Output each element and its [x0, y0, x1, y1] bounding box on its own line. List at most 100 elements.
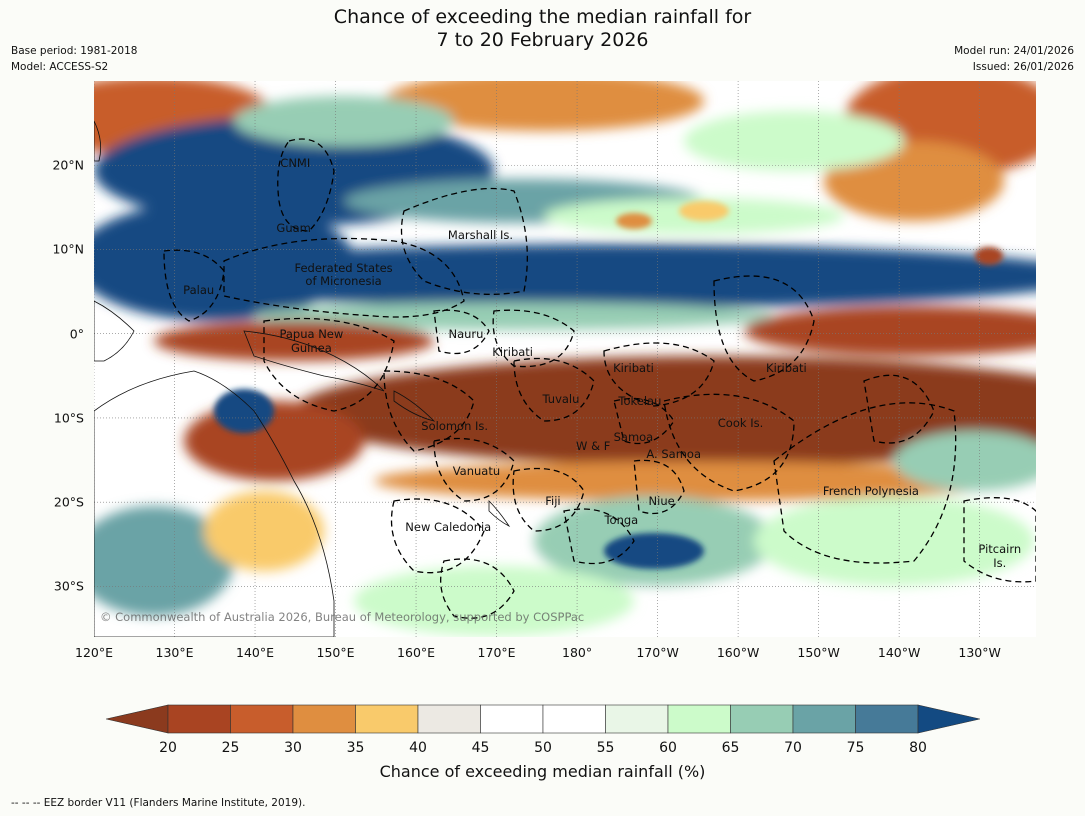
- colorbar-tick-label: 55: [596, 740, 615, 756]
- chart-title: Chance of exceeding the median rainfall …: [0, 6, 1085, 52]
- y-tick-label: 20°S: [53, 494, 84, 510]
- colorbar-bin: [730, 704, 794, 734]
- colorbar-bin: [355, 704, 419, 734]
- colorbar-low-extend: [105, 704, 169, 734]
- colorbar-tick-label: 75: [846, 740, 865, 756]
- field-southeast-green: [754, 496, 1034, 586]
- eez-kiribati-line: [713, 275, 815, 382]
- colorbar-title: Chance of exceeding median rainfall (%): [379, 762, 706, 781]
- eez-solomon: [383, 370, 475, 452]
- eez-marquesas: [863, 374, 935, 444]
- y-tick-label: 20°N: [52, 157, 84, 173]
- eez-nauru: [433, 309, 490, 355]
- x-tick-label: 160°W: [716, 645, 760, 660]
- eez-footnote: -- -- -- EEZ border V11 (Flanders Marine…: [11, 797, 306, 809]
- x-tick-label: 130°E: [155, 645, 194, 660]
- eez-tonga: [563, 508, 635, 565]
- probability-field-detail: [214, 201, 1003, 569]
- colorbar-tick-label: 65: [721, 740, 740, 756]
- field-main-blue-band: [134, 244, 1036, 308]
- x-tick-label: 150°E: [316, 645, 355, 660]
- x-tick-label: 150°W: [797, 645, 840, 660]
- eez-new-caledonia: [390, 498, 485, 574]
- eez-niue: [633, 459, 685, 515]
- colorbar-svg: [105, 704, 981, 734]
- probability-field: [94, 81, 1036, 636]
- field-south-orange: [374, 461, 1014, 501]
- eez-cook-islands: [663, 393, 795, 492]
- colorbar-bin: [855, 704, 919, 734]
- base-period-text: Base period: 1981-2018: [11, 45, 138, 57]
- taiwan-coast: [94, 120, 102, 162]
- field-spot-orange: [616, 213, 652, 229]
- x-tick-label: 120°E: [74, 645, 114, 660]
- y-tick-label: 0°: [69, 326, 84, 342]
- x-tick-label: 180°: [562, 645, 593, 660]
- colorbar-high-extend: [917, 704, 981, 734]
- field-coral-sea-blue: [214, 389, 274, 433]
- copyright-text: © Commonwealth of Australia 2026, Bureau…: [100, 610, 585, 624]
- field-north-teal: [234, 96, 454, 146]
- colorbar-bin: [292, 704, 356, 734]
- philippines-indonesia-coast: [94, 300, 135, 362]
- eez-fiji: [512, 467, 585, 532]
- chart-title-line-2: 7 to 20 February 2026: [436, 29, 649, 51]
- x-tick-label: 160°E: [397, 645, 436, 660]
- y-tick-label: 30°S: [53, 578, 84, 594]
- y-tick-label: 10°S: [53, 410, 84, 426]
- colorbar-tick-label: 60: [659, 740, 677, 756]
- colorbar-tick-label: 70: [784, 740, 802, 756]
- eez-pitcairn: [963, 497, 1036, 583]
- eez-palau: [163, 249, 225, 322]
- field-png-brown: [154, 321, 434, 361]
- field-spot-yellow: [679, 201, 729, 221]
- colorbar-tick-label: 30: [284, 740, 302, 756]
- colorbar-bin: [230, 704, 294, 734]
- colorbar: [105, 704, 981, 736]
- colorbar-tick-label: 80: [909, 740, 927, 756]
- colorbar-bin: [417, 704, 481, 734]
- new-caledonia-coast: [488, 500, 511, 528]
- field-east-spot: [975, 247, 1003, 265]
- meta-left: Base period: 1981-2018 Model: ACCESS-S2: [11, 43, 137, 75]
- field-australia-brown: [184, 401, 364, 481]
- colorbar-bin: [792, 704, 856, 734]
- x-tick-label: 170°E: [477, 645, 516, 660]
- field-east-brown: [744, 306, 1036, 356]
- map-svg: [94, 81, 1036, 637]
- x-tick-label: 170°W: [636, 645, 679, 660]
- colorbar-tick-label: 20: [159, 740, 177, 756]
- field-tonga-blue: [604, 533, 704, 569]
- colorbar-bin: [667, 704, 731, 734]
- colorbar-bin: [542, 704, 606, 734]
- eez-vanuatu: [433, 437, 515, 502]
- field-band-teal: [254, 302, 774, 330]
- eez-french-polynesia: [773, 402, 957, 564]
- eez-png: [263, 317, 395, 412]
- solomon-islands-coast: [393, 390, 436, 422]
- australia-coast: [94, 370, 335, 637]
- colorbar-bin: [480, 704, 544, 734]
- colorbar-bin: [167, 704, 231, 734]
- eez-tuvalu: [513, 357, 595, 422]
- colorbar-tick-label: 35: [346, 740, 365, 756]
- colorbar-bin: [605, 704, 669, 734]
- meta-right: Model run: 24/01/2026 Issued: 26/01/2026: [954, 43, 1074, 75]
- field-north-orange: [384, 81, 704, 131]
- eez-marshall: [400, 187, 528, 295]
- new-guinea-coast: [243, 330, 385, 392]
- colorbar-tick-label: 50: [534, 740, 552, 756]
- x-tick-label: 130°W: [958, 645, 1001, 660]
- eez-kiribati-gilbert: [492, 309, 575, 368]
- colorbar-tick-label: 45: [471, 740, 490, 756]
- x-tick-label: 140°E: [236, 645, 275, 660]
- y-tick-label: 10°N: [52, 241, 84, 257]
- colorbar-tick-label: 40: [409, 740, 427, 756]
- issued-text: Issued: 26/01/2026: [972, 61, 1074, 73]
- field-north-green: [684, 111, 904, 171]
- eez-borders: [163, 138, 1036, 619]
- coastlines: [94, 120, 511, 637]
- eez-cnmi: [277, 138, 335, 232]
- eez-micronesia: [223, 237, 465, 318]
- chart-title-line-1: Chance of exceeding the median rainfall …: [333, 6, 752, 28]
